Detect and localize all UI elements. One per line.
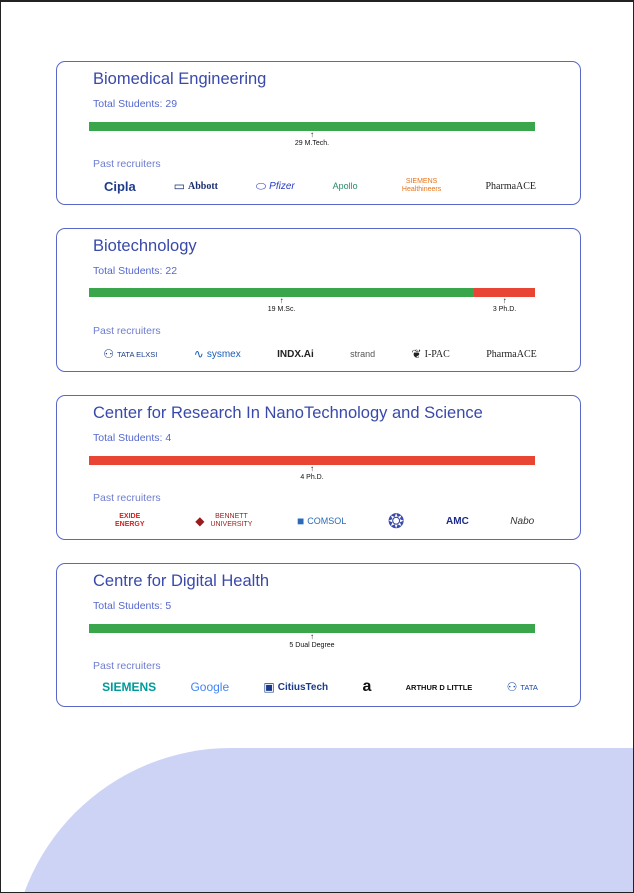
program-card-digital-health: Centre for Digital Health Total Students… <box>56 563 581 707</box>
signature-logo: Nabo <box>510 515 535 527</box>
bennett-university-logo: ◆ BENNETT UNIVERSITY <box>195 513 253 528</box>
university-seal-logo: ❂ <box>388 509 405 534</box>
program-card-biotechnology: Biotechnology Total Students: 22 Past re… <box>56 228 581 372</box>
citiustech-icon: ▣ <box>263 680 275 694</box>
segment-label-text: 3 Ph.D. <box>492 306 517 313</box>
comsol-logo: ■ COMSOL <box>296 514 347 528</box>
cipla-logo: Cipla <box>103 178 136 194</box>
arrow-up-icon: ↑ <box>502 296 507 305</box>
sysmex-icon: ∿ <box>193 347 204 361</box>
bar-segment-label: ↑ 3 Ph.D. <box>493 297 516 315</box>
bar-segment-label: ↑ 19 M.Sc. <box>268 297 296 315</box>
apollo-logo: Apollo <box>332 181 358 191</box>
total-students: Total Students: 22 <box>93 265 178 277</box>
past-recruiters-label: Past recruiters <box>93 158 161 170</box>
tata-logo: ⚇ TATA <box>506 680 538 694</box>
arrow-up-icon: ↑ <box>279 296 284 305</box>
tata-elxsi-icon: ⚇ <box>103 347 114 361</box>
bar-segment-label: ↑ 5 Dual Degree <box>289 633 334 651</box>
pfizer-icon: ⬭ <box>255 178 267 193</box>
abbott-icon: ▭ <box>173 179 185 193</box>
total-students: Total Students: 5 <box>93 600 172 612</box>
past-recruiters-label: Past recruiters <box>93 660 161 672</box>
decorative-shape <box>11 748 633 892</box>
google-logo: Google <box>190 680 230 694</box>
abbott-logo: ▭ Abbott <box>173 179 219 193</box>
program-title: Biotechnology <box>93 237 197 255</box>
student-bar <box>89 456 535 465</box>
university-seal-icon: ❂ <box>387 510 405 533</box>
past-recruiters-label: Past recruiters <box>93 492 161 504</box>
past-recruiters-label: Past recruiters <box>93 325 161 337</box>
amc-logo: AMC <box>446 515 469 527</box>
student-bar <box>89 624 535 633</box>
tata-elxsi-logo: ⚇ TATA ELXSI <box>103 347 158 361</box>
recruiter-logos: ⚇ TATA ELXSI ∿ sysmex INDX.Ai strand ❦ I-PAC Pha… <box>85 343 555 365</box>
recruiter-logos: Cipla ▭ Abbott ⬭ Pfizer Apollo SIEMENS Healthi… <box>85 175 555 197</box>
strand-logo: strand <box>350 349 376 359</box>
pfizer-logo: ⬭ Pfizer <box>255 178 295 193</box>
bar-segment <box>89 288 475 297</box>
bar-segment <box>89 624 535 633</box>
arrow-up-icon: ↑ <box>309 464 314 473</box>
arrow-up-icon: ↑ <box>310 130 314 139</box>
total-students: Total Students: 29 <box>93 98 178 110</box>
segment-label-text: 29 M.Tech. <box>294 140 330 147</box>
exide-energy-logo: EXIDE ENERGY <box>114 513 145 528</box>
program-title: Center for Research In NanoTechnology an… <box>93 404 483 422</box>
siemens-logo: SIEMENS <box>102 680 157 694</box>
bar-segment-label: ↑ 4 Ph.D. <box>300 465 323 483</box>
arthur-d-little-logo: ARTHUR D LITTLE <box>405 682 473 692</box>
pharmaace-logo: PharmaACE <box>485 180 537 192</box>
program-title: Centre for Digital Health <box>93 572 270 590</box>
pharmaace-logo: PharmaACE <box>486 348 537 360</box>
bar-segment <box>89 456 535 465</box>
recruiter-logos: SIEMENS Google ▣ CitiusTech a ARTHUR D LITTLE… <box>85 676 555 698</box>
ipac-icon: ❦ <box>411 347 422 361</box>
bar-segment <box>474 288 535 297</box>
indx-ai-logo: INDX.Ai <box>277 348 314 360</box>
amazon-logo: a <box>362 678 372 695</box>
sysmex-logo: ∿ sysmex <box>193 347 241 361</box>
program-title: Biomedical Engineering <box>93 70 267 88</box>
arrow-up-icon: ↑ <box>309 632 314 641</box>
student-bar <box>89 122 535 131</box>
bar-segment <box>89 122 535 131</box>
segment-label-text: 4 Ph.D. <box>300 474 324 481</box>
comsol-icon: ■ <box>296 514 305 528</box>
bar-segment-label: ↑ 29 M.Tech. <box>295 131 329 149</box>
total-students: Total Students: 4 <box>93 432 172 444</box>
recruiter-logos: EXIDE ENERGY ◆ BENNETT UNIVERSITY ■ COMSOL ❂ A… <box>85 509 555 534</box>
segment-label-text: 5 Dual Degree <box>289 642 335 649</box>
program-card-nanotechnology: Center for Research In NanoTechnology an… <box>56 395 581 540</box>
ipac-logo: ❦ I-PAC <box>411 347 450 361</box>
segment-label-text: 19 M.Sc. <box>267 306 296 313</box>
student-bar <box>89 288 535 297</box>
tata-icon: ⚇ <box>506 680 518 694</box>
citiustech-logo: ▣ CitiusTech <box>263 680 329 694</box>
siemens-healthineers-logo: SIEMENS Healthineers <box>401 178 442 193</box>
bennett-university-icon: ◆ <box>195 514 205 528</box>
program-card-biomedical: Biomedical Engineering Total Students: 2… <box>56 61 581 205</box>
